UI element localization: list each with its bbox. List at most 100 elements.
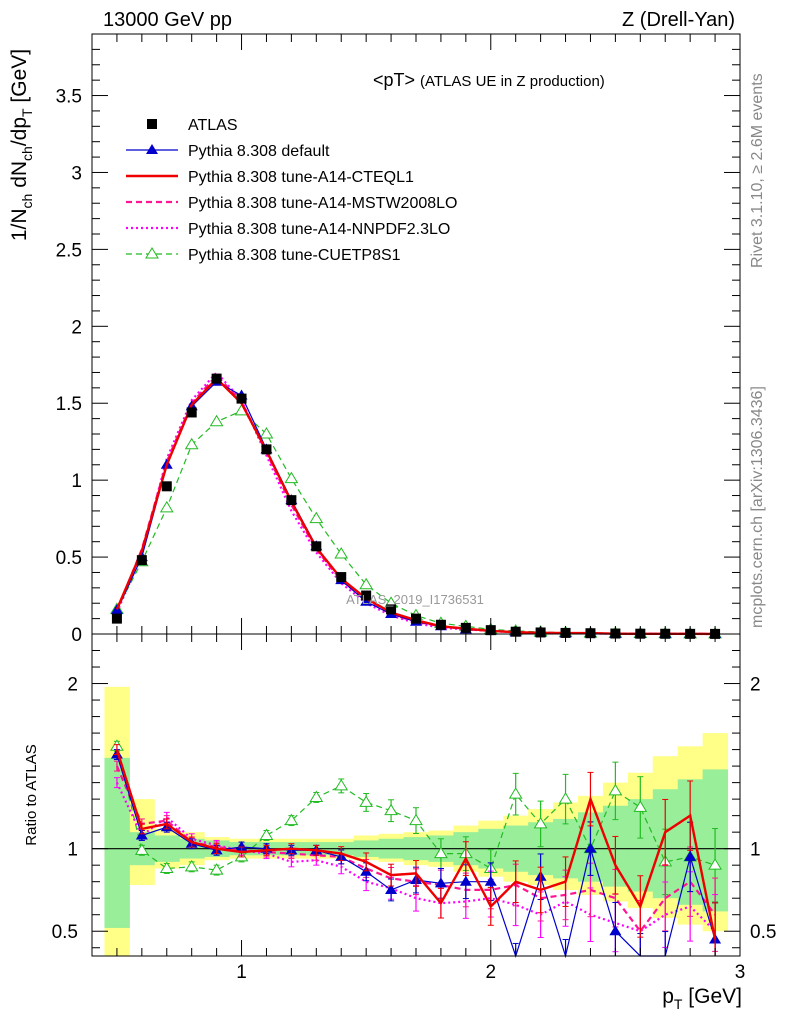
- ratio-point-default: [584, 842, 597, 853]
- ratio-ylabel: Ratio to ATLAS: [23, 744, 40, 845]
- ratio-point-cuetp8s1: [409, 813, 423, 826]
- y-tick-label: 0: [71, 625, 82, 646]
- legend-item-cuetp8s1: Pythia 8.308 tune-CUETP8S1: [126, 247, 401, 264]
- y-tick-label: 2.5: [56, 240, 82, 261]
- data-point-atlas: [161, 481, 172, 492]
- top-title-sub: (ATLAS UE in Z production): [420, 73, 605, 90]
- ratio-y-tick-label: 1: [67, 840, 78, 861]
- legend-label-cuetp8s1: Pythia 8.308 tune-CUETP8S1: [188, 247, 401, 264]
- ratio-y-tick-label-right: 1: [750, 840, 761, 861]
- ratio-point-default: [235, 841, 248, 852]
- data-point-atlas: [211, 373, 222, 384]
- ratio-point-cuetp8s1: [633, 800, 648, 812]
- legend-marker-atlas: [147, 119, 157, 129]
- ratio-series-cteql1: [113, 744, 719, 957]
- legend-label-mstw: Pythia 8.308 tune-A14-MSTW2008LO: [188, 195, 457, 212]
- ratio-point-cuetp8s1: [558, 792, 573, 804]
- data-point-cuetp8s1: [209, 414, 224, 427]
- x-tick-label: 3: [735, 962, 746, 983]
- ratio-point-default: [385, 883, 398, 894]
- header-left: 13000 GeV pp: [103, 9, 232, 31]
- data-point-atlas: [286, 495, 297, 506]
- data-point-cuetp8s1: [259, 427, 274, 439]
- data-point-atlas: [411, 613, 421, 624]
- ratio-point-default: [135, 829, 148, 840]
- ratio-point-cuetp8s1: [708, 858, 722, 870]
- ratio-point-cuetp8s1: [209, 863, 224, 875]
- top-axis-ticks: 0 0.5 1 1.5 2 2.5 3 3.5: [56, 34, 741, 646]
- data-point-atlas: [111, 613, 122, 624]
- data-point-default: [360, 595, 373, 606]
- ratio-point-cuetp8s1: [309, 790, 324, 802]
- ratio-panel: 0.5 0.5 1 1 2 2 1 2 3 Ratio to ATLAS pT [GeV]: [23, 633, 776, 1012]
- ratio-point-cuetp8s1: [284, 813, 299, 826]
- x-tick-label: 1: [236, 962, 247, 983]
- header-right: Z (Drell-Yan): [622, 9, 735, 31]
- data-point-atlas: [186, 407, 197, 418]
- ratio-point-cuetp8s1: [159, 861, 174, 873]
- x-tick-label: 2: [485, 962, 496, 983]
- legend-marker-cuetp8s1: [145, 247, 159, 259]
- ratio-point-default: [684, 850, 697, 861]
- data-point-atlas: [311, 541, 322, 552]
- legend-item-cteql1: Pythia 8.308 tune-A14-CTEQL1: [126, 169, 414, 186]
- legend-label-nnpdf: Pythia 8.308 tune-A14-NNPDF2.3LO: [188, 221, 450, 238]
- data-point-atlas: [361, 590, 372, 601]
- data-point-atlas: [435, 619, 446, 630]
- legend: ATLAS Pythia 8.308 default Pythia 8.308 tu…: [126, 117, 457, 264]
- ratio-point-cuetp8s1: [259, 828, 274, 840]
- ratio-point-cuetp8s1: [334, 778, 349, 791]
- rivet-label: Rivet 3.1.10, ≥ 2.6M events: [749, 73, 766, 268]
- ratio-point-cuetp8s1: [134, 843, 149, 855]
- y-tick-label: 1.5: [56, 394, 82, 415]
- data-point-atlas: [236, 393, 247, 404]
- legend-label-default: Pythia 8.308 default: [188, 143, 330, 160]
- data-point-cuetp8s1: [359, 577, 374, 590]
- data-point-cuetp8s1: [184, 437, 199, 450]
- ratio-point-default: [459, 875, 472, 886]
- top-panel: 0 0.5 1 1.5 2 2.5 3 3.5 <pT> (ATLAS UE in Z pro…: [8, 33, 741, 646]
- ratio-point-cuetp8s1: [608, 783, 623, 796]
- ratio-point-cuetp8s1: [184, 859, 199, 872]
- watermark: ATLAS_2019_I1736531: [346, 592, 484, 607]
- legend-item-default: Pythia 8.308 default: [126, 143, 330, 160]
- legend-item-atlas: ATLAS: [147, 117, 238, 134]
- ratio-y-tick-label-right: 2: [750, 675, 761, 696]
- ratio-plot-area: [92, 686, 740, 959]
- data-point-atlas: [261, 444, 272, 455]
- legend-item-mstw: Pythia 8.308 tune-A14-MSTW2008LO: [126, 195, 457, 212]
- ratio-point-cuetp8s1: [434, 846, 448, 859]
- legend-item-nnpdf: Pythia 8.308 tune-A14-NNPDF2.3LO: [126, 221, 450, 238]
- ratio-point-default: [484, 875, 497, 886]
- data-point-cuetp8s1: [284, 471, 299, 484]
- top-ylabel: 1/Nch dNch/dpT [GeV]: [8, 49, 35, 241]
- data-point-cuetp8s1: [309, 511, 324, 524]
- data-point-atlas: [386, 604, 397, 615]
- y-tick-label: 3.5: [56, 87, 82, 108]
- ratio-y-tick-label: 2: [67, 675, 78, 696]
- ratio-point-cuetp8s1: [384, 803, 398, 816]
- top-title-main: <pT>: [373, 70, 415, 90]
- ratio-axis-ticks: 0.5 0.5 1 1 2 2 1 2 3: [52, 634, 776, 983]
- ratio-point-default: [609, 925, 622, 936]
- y-tick-label: 3: [71, 163, 82, 184]
- mcplots-label: mcplots.cern.ch [arXiv:1306.3436]: [749, 386, 766, 628]
- ratio-y-tick-label: 0.5: [52, 922, 78, 943]
- data-point-cuetp8s1: [159, 500, 174, 513]
- y-tick-label: 0.5: [56, 548, 82, 569]
- data-point-cuetp8s1: [334, 547, 349, 559]
- ratio-point-cuetp8s1: [359, 795, 374, 807]
- ratio-point-default: [434, 877, 447, 888]
- legend-marker-default: [146, 144, 158, 154]
- ratio-y-tick-label-right: 0.5: [750, 922, 776, 943]
- ratio-point-cuetp8s1: [508, 787, 523, 799]
- y-tick-label: 1: [71, 471, 82, 492]
- y-tick-label: 2: [71, 317, 82, 338]
- data-point-atlas: [136, 555, 147, 566]
- xlabel: pT [GeV]: [662, 985, 742, 1012]
- ratio-point-cuetp8s1: [533, 816, 548, 829]
- legend-label-atlas: ATLAS: [188, 117, 238, 134]
- data-point-atlas: [336, 572, 347, 583]
- legend-label-cteql1: Pythia 8.308 tune-A14-CTEQL1: [188, 169, 414, 186]
